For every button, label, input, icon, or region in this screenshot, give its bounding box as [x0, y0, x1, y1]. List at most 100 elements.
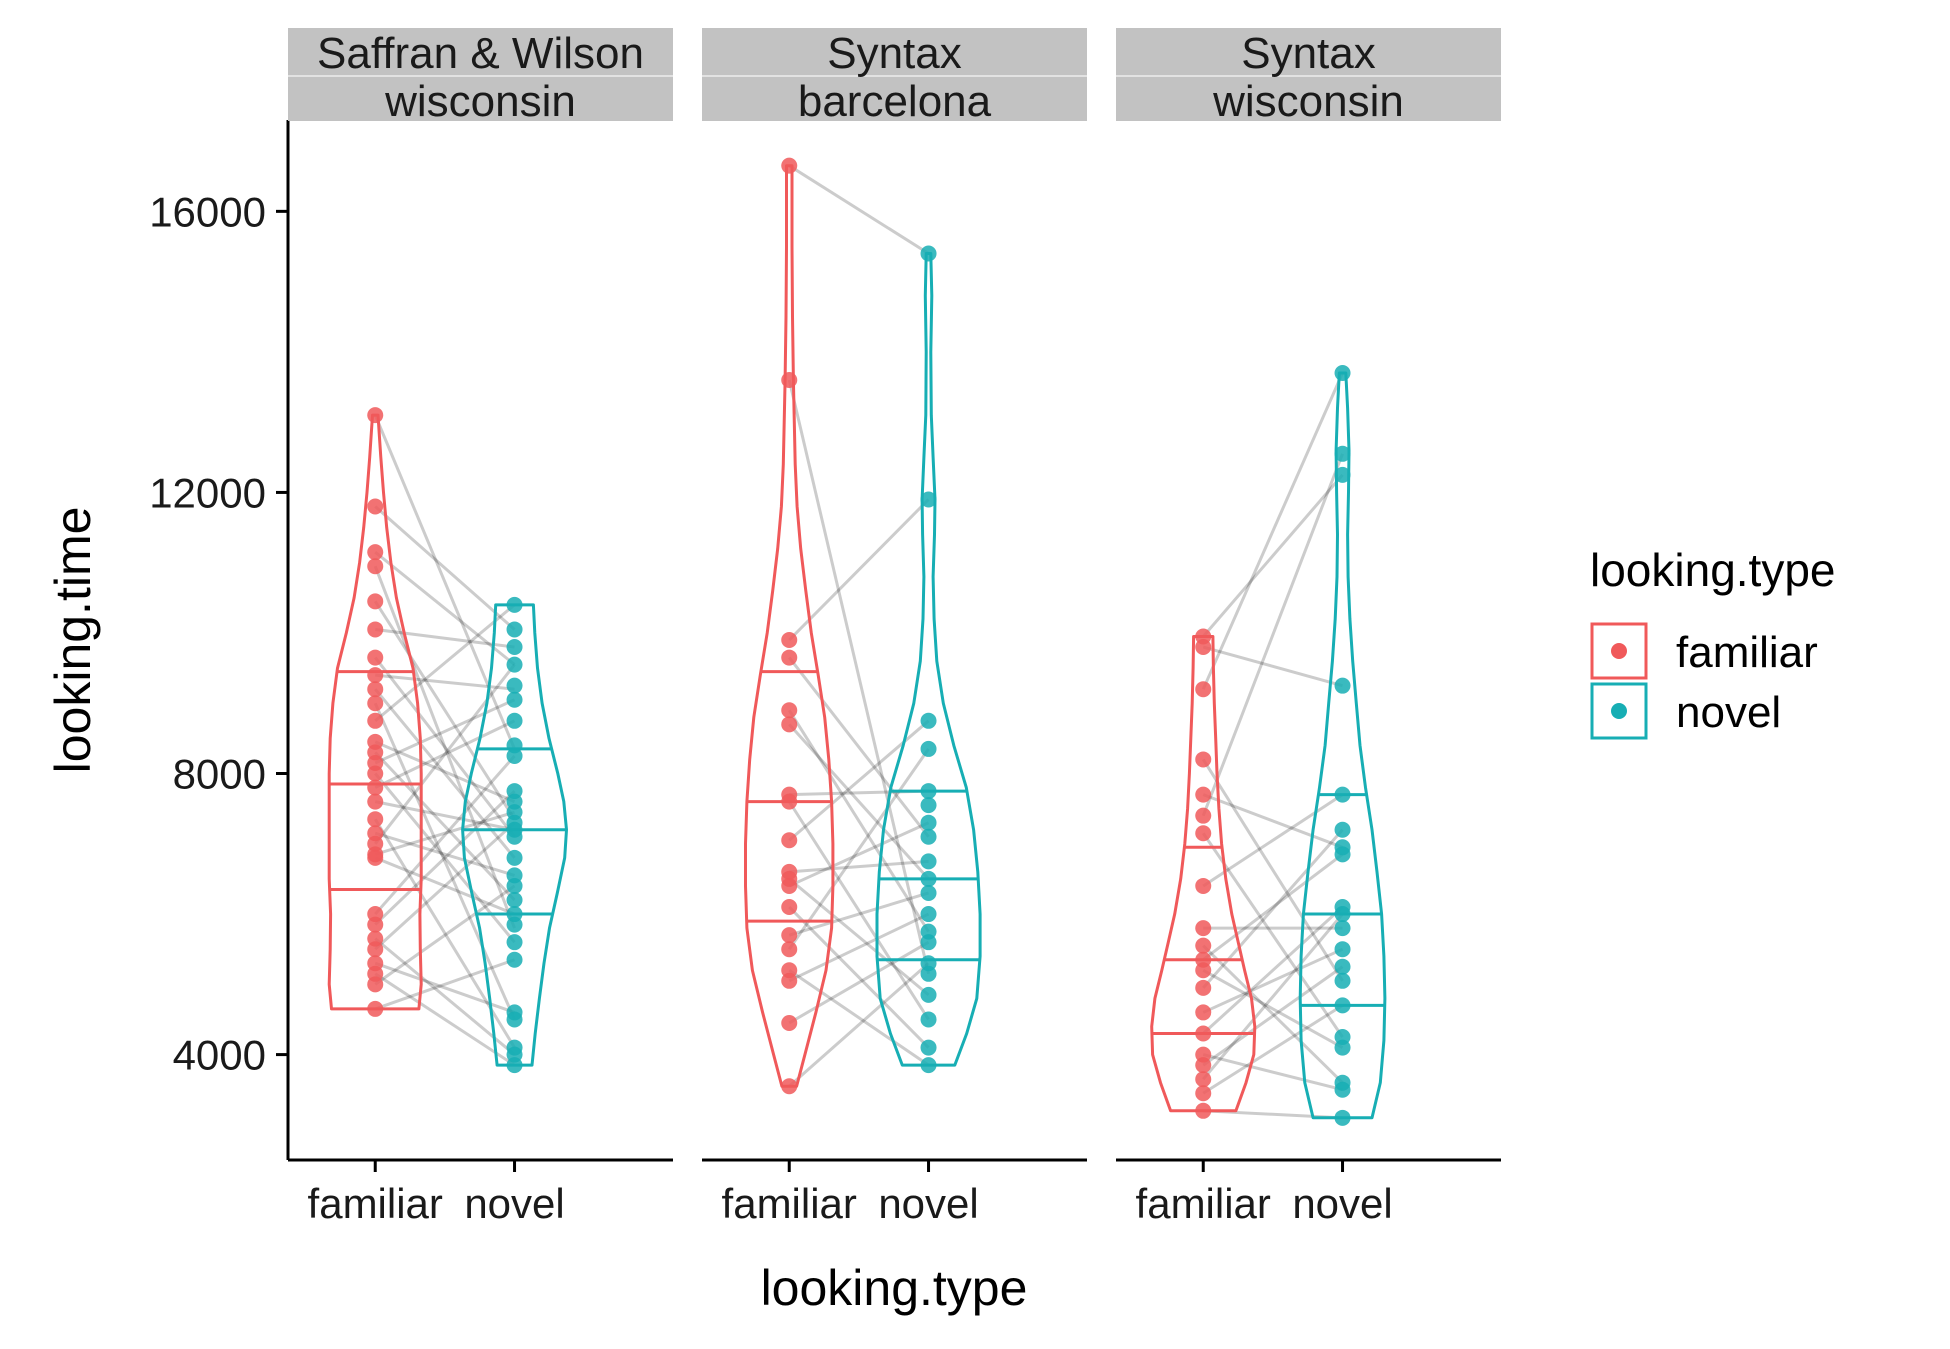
pair-line: [788, 164, 930, 255]
data-point: [1195, 807, 1212, 824]
data-point: [506, 712, 523, 729]
x-tick-label: familiar: [1136, 1180, 1271, 1227]
data-point: [506, 934, 523, 951]
data-point: [1334, 821, 1351, 838]
data-point: [506, 877, 523, 894]
pair-line: [373, 600, 516, 820]
pair-line: [373, 414, 516, 750]
pair-line: [373, 565, 516, 929]
pair-line: [1201, 372, 1344, 690]
data-point: [1334, 997, 1351, 1014]
pair-line: [1202, 1004, 1344, 1095]
strip-background: [288, 76, 673, 121]
legend-entries: familiar novel: [1590, 622, 1818, 740]
data-point: [920, 1057, 937, 1074]
data-point: [781, 941, 798, 958]
data-point: [506, 691, 523, 708]
pair-line: [374, 800, 515, 832]
data-point: [506, 677, 523, 694]
data-point: [920, 934, 937, 951]
strip-background: [1116, 28, 1501, 76]
pair-lines: [787, 164, 930, 1088]
data-point: [367, 695, 384, 712]
violin-outline: [461, 603, 568, 1067]
data-point: [1334, 445, 1351, 462]
violin-outline: [1150, 635, 1257, 1113]
pair-line: [1202, 645, 1343, 688]
legend-key-dot: [1611, 703, 1627, 719]
data-point: [1195, 979, 1212, 996]
data-point: [781, 793, 798, 810]
pair-line: [789, 859, 929, 874]
data-point: [1334, 958, 1351, 975]
pair-line: [374, 789, 516, 926]
data-point: [367, 649, 384, 666]
data-point: [506, 747, 523, 764]
data-point: [367, 793, 384, 810]
data-point: [920, 491, 937, 508]
pair-line: [1202, 832, 1344, 1038]
data-point: [1195, 1057, 1212, 1074]
pair-line: [788, 877, 930, 997]
pair-line: [1202, 793, 1344, 888]
pair-line: [1202, 947, 1344, 1014]
pair-line: [788, 498, 930, 642]
data-point: [367, 712, 384, 729]
data-point: [920, 245, 937, 262]
strip-label: barcelona: [798, 77, 992, 126]
legend-key-dot: [1611, 643, 1627, 659]
violin-familiar: [327, 407, 423, 1017]
data-point: [506, 1011, 523, 1028]
data-point: [367, 621, 384, 638]
data-point: [367, 849, 384, 866]
data-point: [506, 639, 523, 656]
data-point: [367, 941, 384, 958]
data-point: [781, 832, 798, 849]
violin-novel: [875, 245, 982, 1074]
y-tick-label: 12000: [149, 469, 266, 516]
pair-line: [373, 702, 516, 1021]
pair-line: [1202, 905, 1344, 1035]
pair-line: [374, 810, 515, 856]
data-point: [1195, 1071, 1212, 1088]
data-point: [1334, 466, 1351, 483]
pair-line: [1202, 828, 1344, 989]
data-point: [1334, 677, 1351, 694]
data-point: [1334, 920, 1351, 937]
pair-line: [374, 831, 515, 877]
pair-line: [1202, 913, 1344, 1081]
data-point: [1195, 1025, 1212, 1042]
x-tick-label: novel: [464, 1180, 564, 1227]
data-point: [367, 779, 384, 796]
pair-line: [788, 940, 930, 1025]
data-point: [367, 681, 384, 698]
pair-line: [375, 673, 515, 691]
pair-line: [788, 723, 930, 880]
pair-line: [1201, 758, 1344, 982]
data-point: [367, 667, 384, 684]
pair-line: [1202, 793, 1344, 849]
pair-line: [374, 603, 516, 722]
x-axis: familiar novel: [1116, 1158, 1501, 1227]
data-point: [506, 849, 523, 866]
x-axis-title: looking.type: [761, 1260, 1028, 1316]
pair-line: [374, 751, 516, 902]
pair-line: [374, 719, 516, 789]
data-point: [1195, 877, 1212, 894]
pair-line: [374, 698, 516, 765]
pair-line: [788, 656, 930, 838]
data-point: [1195, 751, 1212, 768]
data-point: [506, 621, 523, 638]
pair-line: [1202, 853, 1344, 961]
data-point: [367, 498, 384, 515]
pair-line: [788, 821, 930, 888]
data-point: [781, 927, 798, 944]
pair-line: [788, 891, 929, 937]
pair-line: [1201, 453, 1344, 817]
data-point: [1195, 937, 1212, 954]
pair-line: [788, 748, 930, 951]
data-point: [781, 1078, 798, 1095]
data-point: [506, 916, 523, 933]
